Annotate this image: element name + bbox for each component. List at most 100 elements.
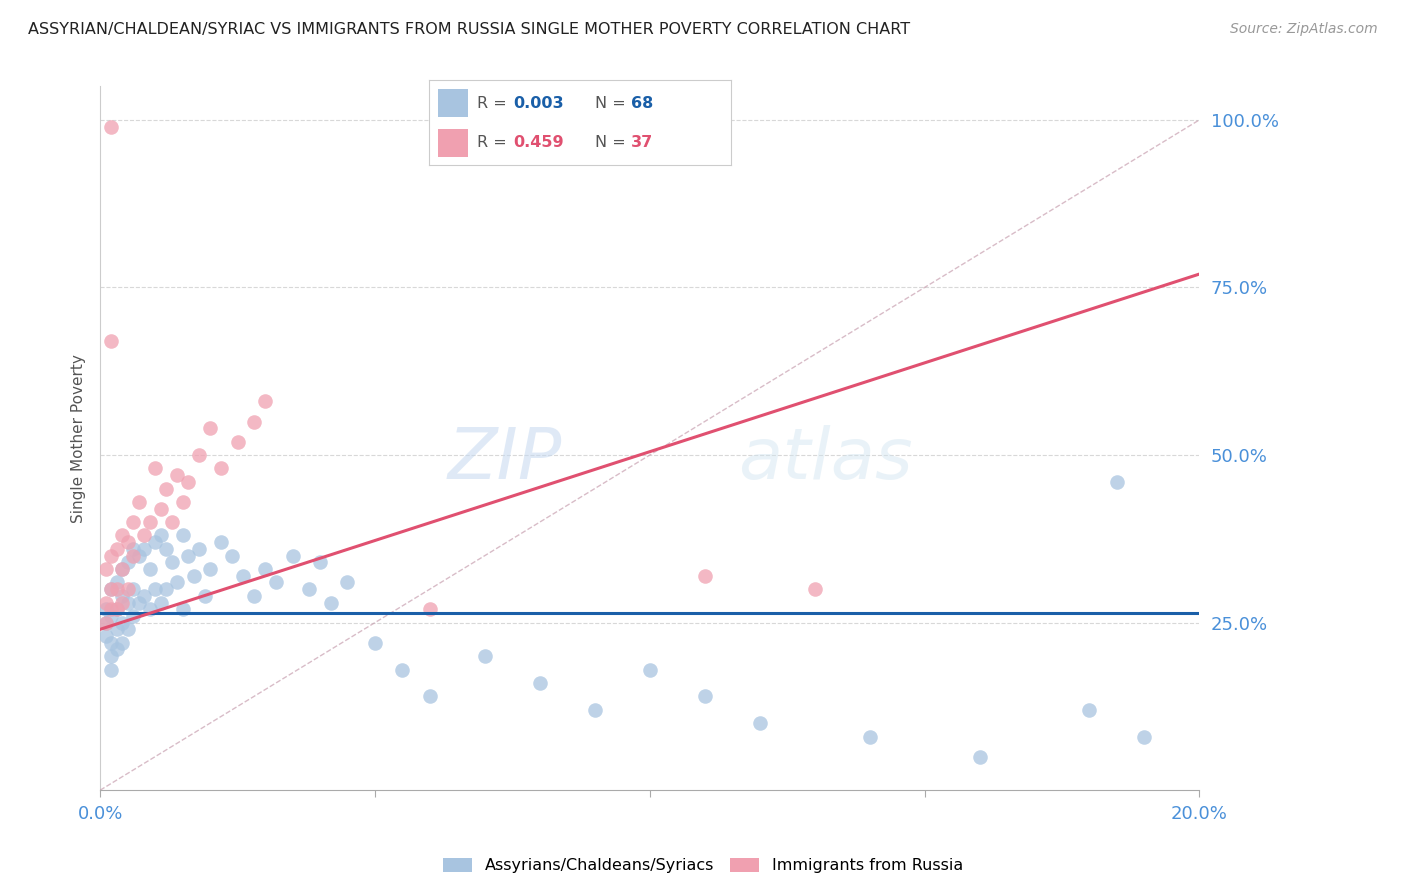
Point	[100, 582, 122, 596]
Point	[166, 468, 188, 483]
Point	[117, 623, 139, 637]
Point	[319, 595, 342, 609]
Point	[172, 528, 194, 542]
Point	[391, 663, 413, 677]
Point	[221, 549, 243, 563]
Point	[693, 690, 716, 704]
Point	[105, 642, 128, 657]
Point	[253, 562, 276, 576]
Point	[100, 636, 122, 650]
Point	[155, 582, 177, 596]
Point	[143, 461, 166, 475]
Text: 37: 37	[631, 135, 654, 150]
Point	[128, 495, 150, 509]
Point	[209, 535, 232, 549]
Point	[105, 575, 128, 590]
Point	[132, 541, 155, 556]
Text: 68: 68	[631, 95, 654, 111]
Point	[243, 415, 266, 429]
Point	[100, 549, 122, 563]
Point	[149, 528, 172, 542]
Point	[155, 482, 177, 496]
Point	[281, 549, 304, 563]
Point	[105, 623, 128, 637]
Point	[128, 595, 150, 609]
Point	[226, 434, 249, 449]
Point	[183, 568, 205, 582]
Point	[188, 541, 211, 556]
Bar	[437, 128, 468, 157]
Point	[309, 555, 332, 569]
Point	[111, 615, 134, 630]
Point	[132, 528, 155, 542]
Point	[111, 595, 134, 609]
Text: atlas: atlas	[738, 425, 912, 494]
Text: N =: N =	[595, 95, 631, 111]
Point	[117, 595, 139, 609]
Point	[117, 582, 139, 596]
Point	[132, 589, 155, 603]
Point	[94, 595, 117, 609]
Point	[100, 334, 122, 348]
Point	[117, 555, 139, 569]
Text: 0.003: 0.003	[513, 95, 564, 111]
Point	[243, 589, 266, 603]
Point	[100, 120, 122, 134]
Point	[111, 562, 134, 576]
Text: Source: ZipAtlas.com: Source: ZipAtlas.com	[1230, 22, 1378, 37]
Point	[177, 549, 200, 563]
Point	[138, 515, 160, 529]
Point	[198, 421, 221, 435]
Point	[122, 515, 145, 529]
Point	[143, 582, 166, 596]
Point	[94, 562, 117, 576]
Point	[1133, 730, 1156, 744]
Point	[193, 589, 215, 603]
Point	[298, 582, 321, 596]
Point	[198, 562, 221, 576]
Point	[583, 703, 606, 717]
Text: 0.459: 0.459	[513, 135, 564, 150]
Point	[105, 541, 128, 556]
Text: R =: R =	[477, 135, 512, 150]
Point	[474, 649, 496, 664]
Point	[94, 602, 117, 616]
Point	[172, 495, 194, 509]
Point	[419, 690, 441, 704]
Point	[100, 582, 122, 596]
Point	[122, 608, 145, 623]
Point	[100, 602, 122, 616]
Text: N =: N =	[595, 135, 631, 150]
Point	[149, 595, 172, 609]
Text: R =: R =	[477, 95, 512, 111]
Point	[364, 636, 387, 650]
Point	[748, 716, 770, 731]
Point	[264, 575, 287, 590]
Legend: Assyrians/Chaldeans/Syriacs, Immigrants from Russia: Assyrians/Chaldeans/Syriacs, Immigrants …	[437, 851, 969, 880]
Point	[111, 636, 134, 650]
Point	[100, 608, 122, 623]
Text: ZIP: ZIP	[447, 425, 562, 494]
Point	[111, 528, 134, 542]
Point	[1078, 703, 1101, 717]
Point	[94, 615, 117, 630]
Point	[143, 535, 166, 549]
Point	[177, 475, 200, 489]
Point	[100, 649, 122, 664]
Point	[122, 541, 145, 556]
Point	[117, 535, 139, 549]
Point	[859, 730, 882, 744]
Point	[155, 541, 177, 556]
Point	[111, 562, 134, 576]
Point	[638, 663, 661, 677]
Point	[138, 562, 160, 576]
Point	[969, 749, 991, 764]
Point	[122, 582, 145, 596]
Point	[1105, 475, 1128, 489]
Point	[188, 448, 211, 462]
Point	[172, 602, 194, 616]
Point	[105, 602, 128, 616]
Point	[209, 461, 232, 475]
Point	[336, 575, 359, 590]
Point	[105, 602, 128, 616]
